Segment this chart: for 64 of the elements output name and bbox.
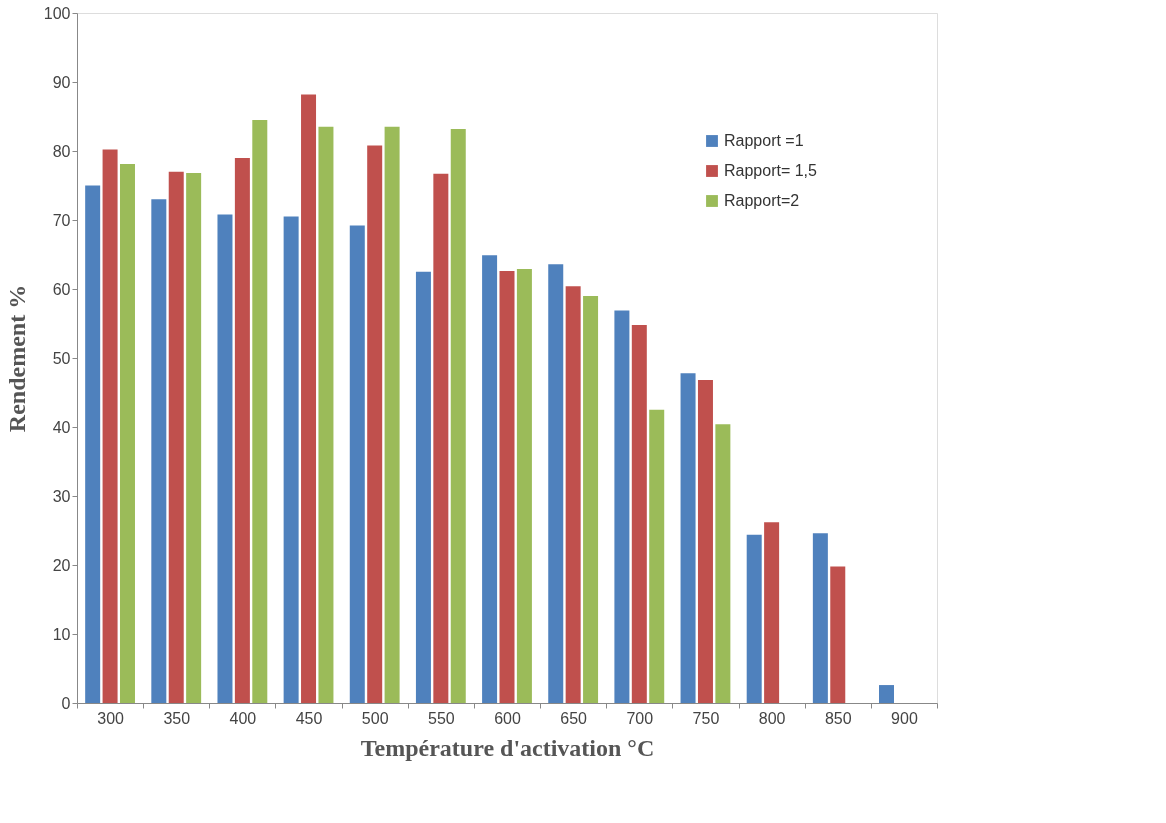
bar [565, 286, 581, 703]
x-tick-label: 400 [229, 709, 257, 727]
y-tick-label: 60 [52, 280, 71, 298]
bar [516, 268, 532, 703]
bar [697, 380, 713, 703]
x-tick-label: 600 [494, 709, 521, 727]
bar [367, 145, 383, 703]
x-axis-title: Température d'activation °C [360, 734, 655, 761]
bar [649, 409, 665, 703]
y-tick-label: 30 [52, 487, 71, 505]
y-tick-label: 80 [52, 142, 71, 160]
x-tick-label: 650 [560, 709, 588, 727]
y-tick-label: 40 [52, 418, 71, 436]
bar [301, 94, 317, 703]
y-tick-label: 90 [52, 73, 71, 91]
bar [746, 534, 762, 703]
bar [283, 216, 299, 703]
bar [234, 157, 250, 703]
bar [415, 271, 431, 703]
x-tick-label: 550 [427, 709, 455, 727]
y-tick-label: 100 [43, 4, 71, 22]
y-tick-label: 10 [52, 625, 71, 643]
y-tick-label: 20 [52, 556, 71, 574]
bar [879, 685, 895, 703]
x-tick-label: 750 [692, 709, 720, 727]
x-tick-label: 500 [361, 709, 389, 727]
bar [151, 199, 167, 703]
bar [186, 173, 202, 703]
x-tick-label: 350 [163, 709, 191, 727]
y-axis-title: Rendement % [3, 284, 30, 433]
x-tick-label: 300 [97, 709, 125, 727]
y-tick-label: 50 [52, 349, 71, 367]
x-tick-label: 900 [891, 709, 918, 727]
x-tick-label: 850 [824, 709, 852, 727]
bar [499, 271, 515, 703]
bar [119, 164, 135, 703]
bar [450, 128, 466, 703]
bar [349, 225, 365, 703]
bar [548, 264, 564, 703]
bar [583, 295, 599, 703]
legend-label: Rapport =1 [724, 132, 804, 149]
bar [830, 566, 846, 703]
x-tick-label: 700 [626, 709, 654, 727]
bar [680, 373, 696, 703]
x-tick-label: 450 [295, 709, 323, 727]
bar [764, 522, 780, 703]
bar [217, 214, 233, 703]
bar [631, 324, 647, 703]
bar [252, 119, 268, 703]
bar [812, 533, 828, 703]
x-tick-label: 800 [758, 709, 786, 727]
bar [433, 173, 449, 703]
bar [168, 171, 184, 703]
legend-label: Rapport= 1,5 [724, 162, 818, 179]
bar [318, 126, 334, 703]
bar [614, 310, 630, 703]
bar [384, 126, 400, 703]
legend-label: Rapport=2 [724, 192, 800, 209]
y-tick-label: 0 [61, 694, 71, 712]
bar [85, 185, 101, 703]
bar [102, 149, 118, 703]
y-tick-label: 70 [52, 211, 71, 229]
bar [715, 424, 731, 703]
bar [482, 255, 498, 703]
